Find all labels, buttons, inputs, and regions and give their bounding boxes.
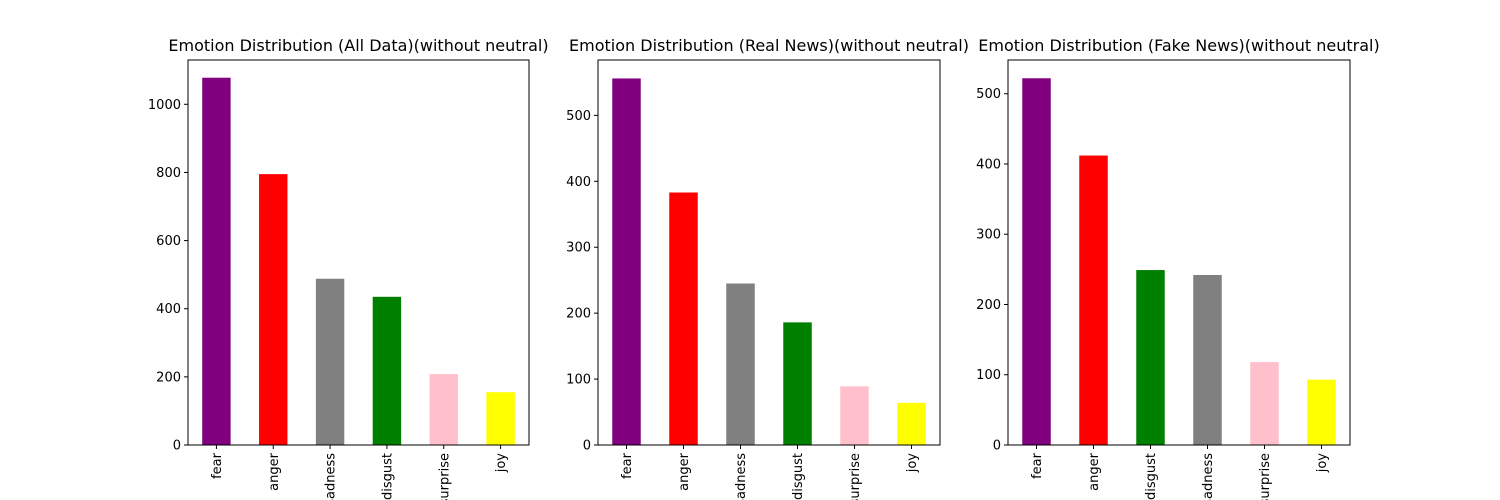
bar-surprise [429,374,458,445]
y-tick-label: 500 [976,87,1001,102]
y-tick-label: 400 [156,302,181,317]
y-tick-label: 100 [976,368,1001,383]
bar-disgust [372,296,402,445]
bar-anger [669,192,698,445]
x-tick-label: anger [267,452,282,490]
bar-surprise [1250,362,1279,445]
y-tick-label: 500 [566,109,591,124]
x-tick-label: surprise [848,453,863,500]
x-tick-label: fear [620,452,635,479]
bar-fear [612,78,641,446]
x-tick-label: disgust [1144,453,1159,500]
y-tick-label: 200 [566,307,591,322]
x-tick-label: disgust [791,453,806,500]
bar-sadness [1193,274,1222,445]
x-tick-label: fear [210,452,225,479]
bar-disgust [1136,270,1165,445]
chart-title: Emotion Distribution (Fake News)(without… [978,36,1379,55]
chart-real-news: Emotion Distribution (Real News)(without… [566,36,969,500]
bar-sadness [315,278,345,445]
y-tick-label: 300 [976,228,1001,243]
bar-disgust [783,322,812,445]
x-tick-label: disgust [380,453,395,500]
axes-frame [597,59,941,446]
chart-all-data: Emotion Distribution (All Data)(without … [148,36,549,500]
bar-joy [1307,379,1336,445]
bar-fear [202,77,231,446]
bar-fear [1022,78,1051,446]
axes-frame [1007,59,1351,446]
x-tick-label: surprise [1258,453,1273,500]
chart-fake-news: Emotion Distribution (Fake News)(without… [976,36,1380,500]
x-tick-label: fear [1030,452,1045,479]
x-tick-label: sadness [324,453,339,500]
y-tick-label: 0 [173,439,181,454]
y-tick-label: 200 [976,298,1001,313]
x-tick-label: sadness [734,453,749,500]
y-tick-label: 800 [156,166,181,181]
y-tick-label: 0 [583,439,591,454]
bar-surprise [840,386,869,445]
x-tick-label: joy [494,453,509,474]
y-tick-label: 400 [566,175,591,190]
bar-anger [1079,155,1108,446]
x-tick-label: joy [1315,453,1330,474]
bar-joy [897,402,926,445]
y-tick-label: 200 [156,370,181,385]
x-tick-label: anger [677,452,692,490]
y-tick-label: 600 [156,234,181,249]
bar-sadness [726,283,755,445]
y-tick-label: 1000 [148,98,181,113]
y-tick-label: 300 [566,241,591,256]
y-tick-label: 100 [566,373,591,388]
x-tick-label: sadness [1201,453,1216,500]
x-tick-label: anger [1087,452,1102,490]
y-tick-label: 400 [976,157,1001,172]
chart-title: Emotion Distribution (Real News)(without… [569,36,969,55]
y-tick-label: 0 [993,439,1001,454]
axes-frame [187,59,530,446]
bar-anger [259,174,288,446]
x-tick-label: joy [905,453,920,474]
chart-title: Emotion Distribution (All Data)(without … [168,36,548,55]
bar-joy [486,392,515,445]
x-tick-label: surprise [437,453,452,500]
